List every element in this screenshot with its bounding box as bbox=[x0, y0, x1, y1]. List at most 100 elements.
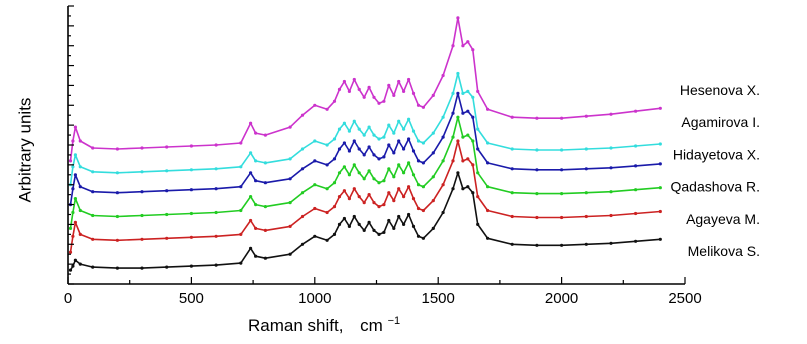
data-point bbox=[560, 192, 564, 196]
data-point bbox=[407, 117, 411, 121]
data-point bbox=[249, 218, 253, 223]
data-point bbox=[411, 197, 416, 201]
data-point bbox=[357, 222, 361, 226]
data-point bbox=[486, 185, 490, 189]
data-point bbox=[377, 232, 381, 236]
data-point bbox=[342, 216, 346, 221]
data-point bbox=[421, 105, 425, 109]
data-point bbox=[387, 83, 391, 87]
data-point bbox=[658, 186, 662, 190]
data-point bbox=[352, 139, 356, 143]
data-point bbox=[214, 187, 218, 191]
data-point bbox=[456, 171, 460, 175]
data-point bbox=[397, 187, 401, 191]
data-point bbox=[214, 263, 218, 267]
data-point bbox=[609, 190, 613, 194]
data-point bbox=[347, 224, 351, 228]
series-4 bbox=[68, 91, 662, 207]
data-point bbox=[362, 177, 366, 181]
data-point bbox=[78, 185, 82, 189]
data-point bbox=[140, 146, 144, 150]
data-point bbox=[476, 222, 480, 226]
data-point bbox=[441, 73, 445, 78]
data-point bbox=[352, 119, 356, 123]
data-point bbox=[397, 79, 401, 84]
data-point bbox=[486, 236, 490, 240]
data-point bbox=[325, 143, 329, 147]
data-point bbox=[471, 95, 475, 99]
data-point bbox=[214, 167, 218, 171]
data-point bbox=[411, 149, 416, 153]
data-point bbox=[325, 163, 329, 167]
data-point bbox=[456, 71, 460, 76]
data-point bbox=[239, 208, 243, 213]
data-point bbox=[456, 16, 460, 20]
x-tick-label: 2000 bbox=[545, 290, 578, 307]
data-point bbox=[342, 121, 346, 125]
data-point bbox=[78, 232, 82, 236]
data-point bbox=[461, 159, 465, 163]
data-point bbox=[421, 208, 425, 213]
data-point bbox=[71, 187, 75, 191]
data-point bbox=[332, 205, 337, 209]
data-point bbox=[634, 188, 638, 192]
series-line bbox=[69, 140, 661, 253]
data-point bbox=[362, 153, 366, 157]
data-point bbox=[407, 137, 411, 141]
data-point bbox=[372, 177, 376, 181]
data-point bbox=[466, 157, 470, 161]
data-point bbox=[451, 187, 455, 191]
data-point bbox=[377, 157, 381, 161]
data-point bbox=[239, 232, 243, 236]
data-point bbox=[263, 181, 267, 185]
data-point bbox=[397, 139, 401, 143]
data-point bbox=[402, 147, 406, 151]
data-point bbox=[189, 235, 193, 239]
data-point bbox=[313, 159, 317, 163]
data-point bbox=[584, 167, 588, 171]
data-point bbox=[466, 40, 470, 44]
data-point bbox=[407, 185, 411, 189]
data-point bbox=[402, 222, 406, 226]
data-point bbox=[249, 121, 253, 125]
data-point bbox=[416, 103, 421, 107]
data-point bbox=[584, 242, 588, 246]
data-point bbox=[189, 211, 193, 216]
data-point bbox=[325, 187, 329, 191]
data-point bbox=[165, 145, 169, 149]
data-point bbox=[411, 91, 416, 95]
data-point bbox=[377, 137, 381, 141]
data-point bbox=[658, 106, 662, 110]
series-2 bbox=[68, 139, 662, 254]
data-point bbox=[392, 175, 396, 179]
data-point bbox=[73, 173, 77, 177]
data-point bbox=[471, 115, 475, 119]
data-point bbox=[584, 114, 588, 118]
x-axis-title-exponent: −1 bbox=[388, 315, 401, 327]
data-point bbox=[421, 141, 425, 145]
data-point bbox=[609, 213, 613, 218]
data-point bbox=[140, 170, 144, 174]
data-point bbox=[461, 44, 465, 48]
data-point bbox=[466, 185, 470, 189]
data-point bbox=[214, 234, 218, 238]
data-point bbox=[476, 89, 480, 93]
x-tick-label: 1000 bbox=[298, 290, 331, 307]
data-point bbox=[402, 89, 406, 93]
legend-label-series-5: Agamirova I. bbox=[681, 114, 760, 130]
data-point bbox=[471, 48, 475, 52]
series-line bbox=[69, 17, 661, 161]
x-tick-label: 500 bbox=[179, 290, 204, 307]
data-point bbox=[372, 201, 376, 205]
data-point bbox=[115, 238, 119, 242]
data-point bbox=[332, 157, 337, 161]
data-point bbox=[189, 144, 193, 148]
data-point bbox=[165, 236, 169, 240]
data-point bbox=[249, 195, 253, 199]
data-point bbox=[115, 266, 119, 270]
data-point bbox=[254, 131, 258, 135]
data-point bbox=[288, 157, 292, 161]
data-point bbox=[407, 161, 411, 165]
data-point bbox=[342, 189, 346, 193]
data-point bbox=[288, 177, 292, 181]
